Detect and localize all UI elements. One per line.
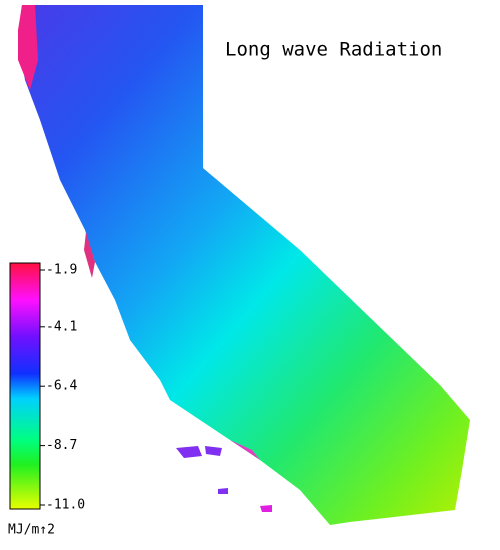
colorbar (9, 262, 41, 510)
colorbar-tick-label: -4.1 (46, 319, 77, 334)
island (176, 446, 202, 458)
colorbar-tick-label: -8.7 (46, 438, 77, 453)
colorbar-unit: MJ/m↑2 (8, 523, 55, 538)
colorbar-tick-label: -11.0 (46, 498, 85, 513)
colorbar-tick-label: -6.4 (46, 379, 77, 394)
island (260, 505, 272, 512)
map-title: Long wave Radiation (225, 39, 442, 61)
coast-highlight (84, 232, 95, 278)
island (218, 488, 228, 494)
island (205, 446, 222, 456)
coast-highlight (230, 440, 260, 460)
state-shape (18, 5, 470, 525)
colorbar-tick-label: -1.9 (46, 263, 77, 278)
coast-highlight (18, 5, 38, 90)
